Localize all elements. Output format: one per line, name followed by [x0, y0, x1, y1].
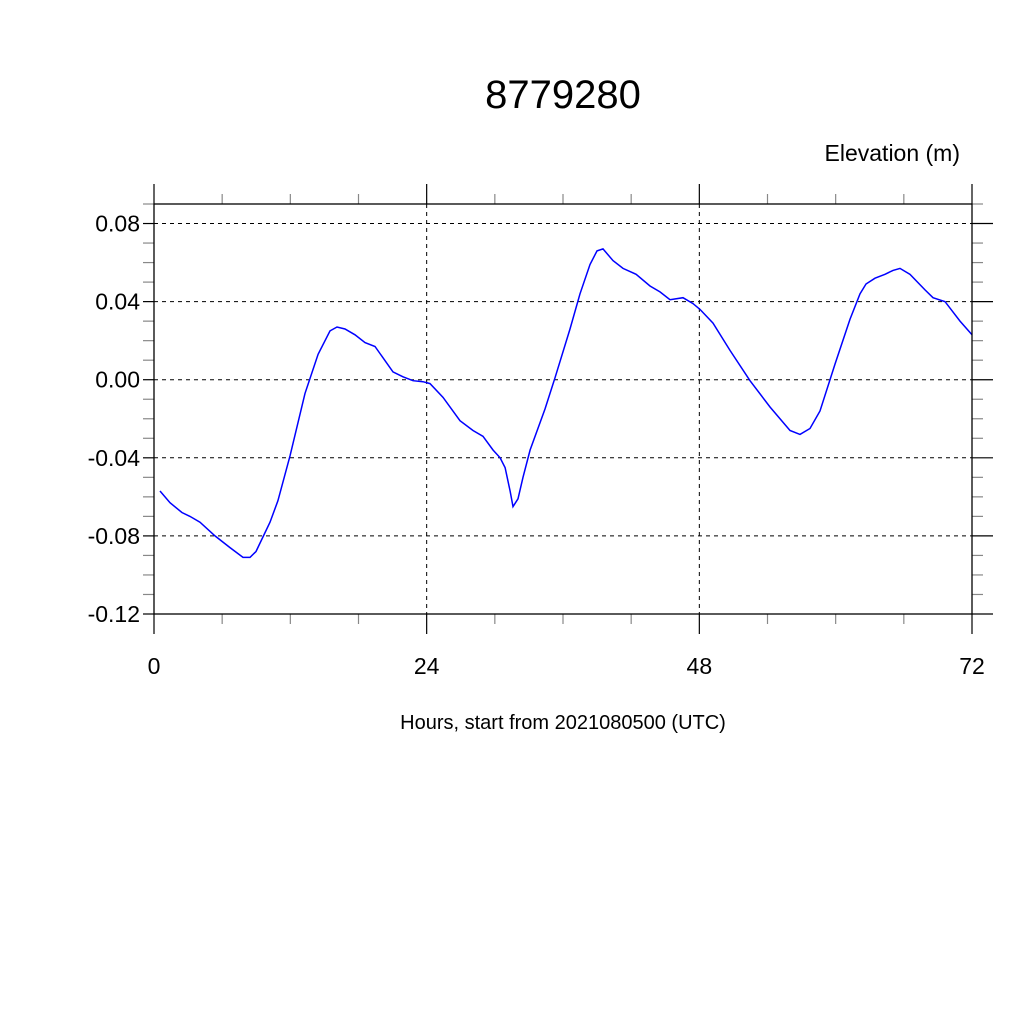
y-tick-label: -0.08: [88, 523, 140, 549]
y-tick-label: 0.04: [95, 289, 140, 315]
y-tick-label: -0.04: [88, 445, 141, 471]
axis-ticks: [143, 184, 993, 634]
y-axis-label: Elevation (m): [825, 140, 960, 166]
y-tick-label: -0.12: [88, 601, 140, 627]
x-axis-label: Hours, start from 2021080500 (UTC): [400, 712, 726, 734]
x-tick-label: 72: [959, 653, 985, 679]
tick-labels: 0 24 48 72 0.08 0.04 0.00 -0.04 -0.08 -0.12: [88, 211, 985, 679]
x-tick-label: 48: [687, 653, 713, 679]
x-tick-label: 0: [148, 653, 161, 679]
x-tick-label: 24: [414, 653, 440, 679]
elevation-series-line: [159, 248, 973, 559]
chart-title: 8779280: [485, 73, 641, 117]
y-tick-label: 0.00: [95, 367, 140, 393]
y-tick-label: 0.08: [95, 211, 140, 237]
plot-frame: [153, 203, 973, 615]
grid: [154, 204, 972, 614]
